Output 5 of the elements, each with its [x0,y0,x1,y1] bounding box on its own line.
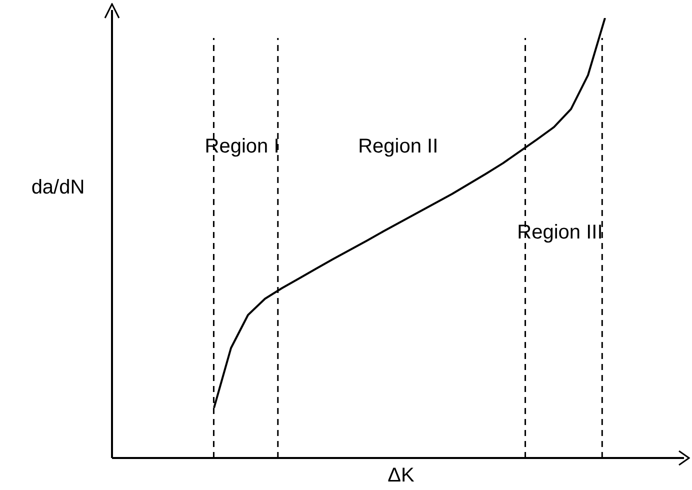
x-axis-title: ΔK [388,464,416,487]
annotation: Region III [517,222,603,244]
y-axis-title: da/dN [31,176,85,199]
annotation: Region I [204,136,280,158]
annotation: Region II [358,136,438,158]
